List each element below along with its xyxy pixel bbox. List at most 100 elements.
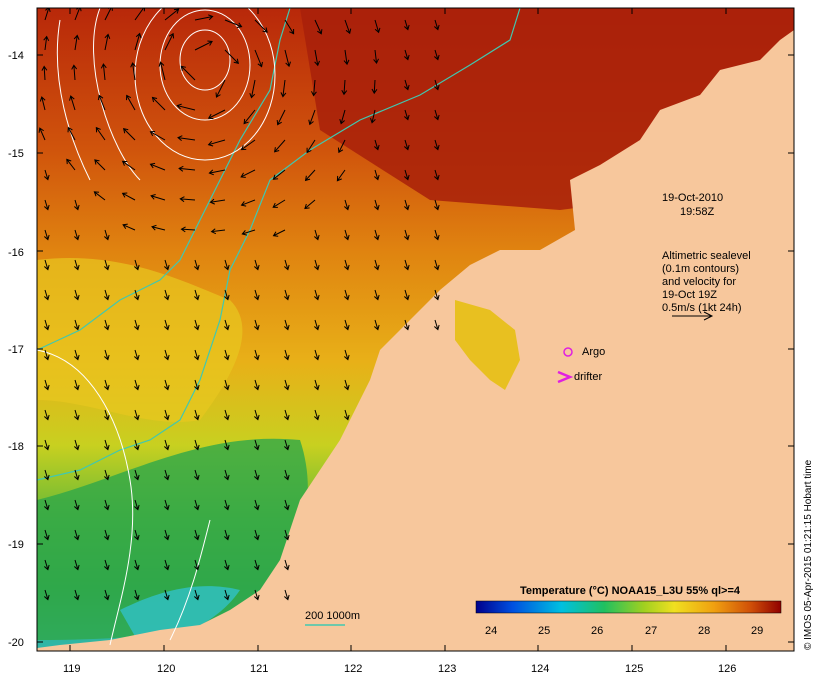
velocity-arrow (343, 199, 350, 211)
velocity-arrow (73, 439, 80, 451)
velocity-arrow (223, 529, 230, 541)
velocity-arrow (163, 529, 170, 541)
velocity-arrow (274, 139, 286, 153)
velocity-arrow (336, 169, 346, 182)
velocity-arrow (433, 169, 440, 181)
velocity-arrow (403, 319, 410, 331)
velocity-arrow (371, 79, 378, 95)
velocity-arrow (73, 529, 80, 541)
velocity-arrow (272, 229, 286, 237)
velocity-arrow (253, 499, 260, 511)
velocity-arrow (304, 169, 316, 182)
velocity-arrow (373, 169, 380, 181)
velocity-arrow (207, 139, 226, 147)
velocity-arrow (163, 409, 170, 421)
velocity-arrow (253, 349, 260, 361)
velocity-arrow (194, 14, 214, 21)
velocity-arrow (433, 79, 440, 91)
velocity-arrow (43, 319, 50, 331)
velocity-vectors (38, 8, 440, 601)
velocity-arrow (93, 191, 106, 201)
velocity-arrow (73, 319, 80, 331)
y-tick-label: -18 (8, 441, 24, 453)
velocity-arrow (103, 259, 110, 271)
velocity-arrow (249, 79, 256, 99)
x-tick-label: 119 (63, 663, 81, 675)
velocity-arrow (163, 469, 170, 481)
velocity-arrow (121, 160, 136, 171)
velocity-arrow (43, 439, 50, 451)
velocity-arrow (134, 8, 146, 21)
velocity-arrow (133, 409, 140, 421)
velocity-arrow (43, 559, 50, 571)
cool-water-core (120, 586, 240, 645)
velocity-arrow (283, 589, 290, 601)
velocity-arrow (304, 199, 316, 210)
velocity-arrow (163, 379, 170, 391)
velocity-arrow (433, 109, 440, 121)
drifter-marker (557, 370, 574, 384)
velocity-arrow (223, 289, 230, 301)
velocity-arrow (193, 259, 200, 271)
velocity-arrow (95, 126, 106, 141)
velocity-arrow (223, 319, 230, 331)
velocity-arrow (223, 409, 230, 421)
velocity-arrow (177, 135, 196, 141)
velocity-arrow (283, 469, 290, 481)
velocity-arrow (253, 469, 260, 481)
velocity-arrow (373, 49, 380, 65)
altimetry-legend: Altimetric sealevel (0.1m contours) and … (662, 250, 751, 321)
plot-frame (36, 7, 795, 652)
y-axis: -14 -15 -16 -17 -18 -19 -20 (8, 50, 794, 649)
colorbar (475, 600, 782, 614)
velocity-arrow (133, 439, 140, 451)
velocity-arrow (253, 589, 260, 601)
velocity-arrow (373, 199, 380, 211)
velocity-arrow (254, 19, 268, 33)
velocity-arrow (39, 96, 46, 111)
velocity-arrow (43, 229, 50, 241)
velocity-arrow (193, 379, 200, 391)
velocity-arrow (103, 499, 110, 511)
velocity-arrow (433, 49, 440, 61)
velocity-arrow (103, 409, 110, 421)
x-tick-label: 122 (344, 663, 362, 675)
velocity-arrow (283, 259, 290, 271)
velocity-arrow (193, 559, 200, 571)
velocity-arrow (373, 229, 380, 241)
velocity-arrow (207, 109, 226, 120)
velocity-arrow (133, 559, 140, 571)
velocity-arrow (313, 349, 320, 361)
velocity-arrow (193, 529, 200, 541)
isobath-1000m (37, 8, 291, 351)
velocity-arrow (240, 139, 256, 151)
velocity-arrow (253, 289, 260, 301)
velocity-arrow (311, 79, 317, 97)
velocity-arrow (308, 109, 316, 126)
velocity-arrow (433, 259, 440, 271)
velocity-arrow (103, 289, 110, 301)
y-tick-label: -19 (8, 539, 24, 551)
datetime-line1: 19-Oct-2010 (662, 192, 723, 204)
altimetry-line-2: (0.1m contours) (662, 263, 739, 275)
velocity-arrow (224, 49, 240, 65)
velocity-arrow (373, 259, 380, 271)
velocity-arrow (163, 439, 170, 451)
velocity-arrow (343, 319, 350, 331)
velocity-arrow (103, 319, 110, 331)
velocity-arrow (164, 32, 175, 51)
velocity-arrow (122, 127, 136, 141)
velocity-arrow (133, 289, 140, 301)
isobath-200m (37, 8, 521, 481)
velocity-arrow (163, 499, 170, 511)
velocity-arrow (151, 96, 166, 111)
velocity-arrow (223, 439, 230, 451)
velocity-arrow (73, 349, 80, 361)
velocity-arrow (193, 439, 200, 451)
bay-water (455, 300, 520, 390)
velocity-arrow (133, 259, 140, 271)
velocity-arrow (103, 529, 110, 541)
colorbar-ticks: 24 25 26 27 28 29 (485, 625, 763, 637)
velocity-arrow (122, 223, 136, 231)
velocity-arrow (314, 49, 320, 67)
